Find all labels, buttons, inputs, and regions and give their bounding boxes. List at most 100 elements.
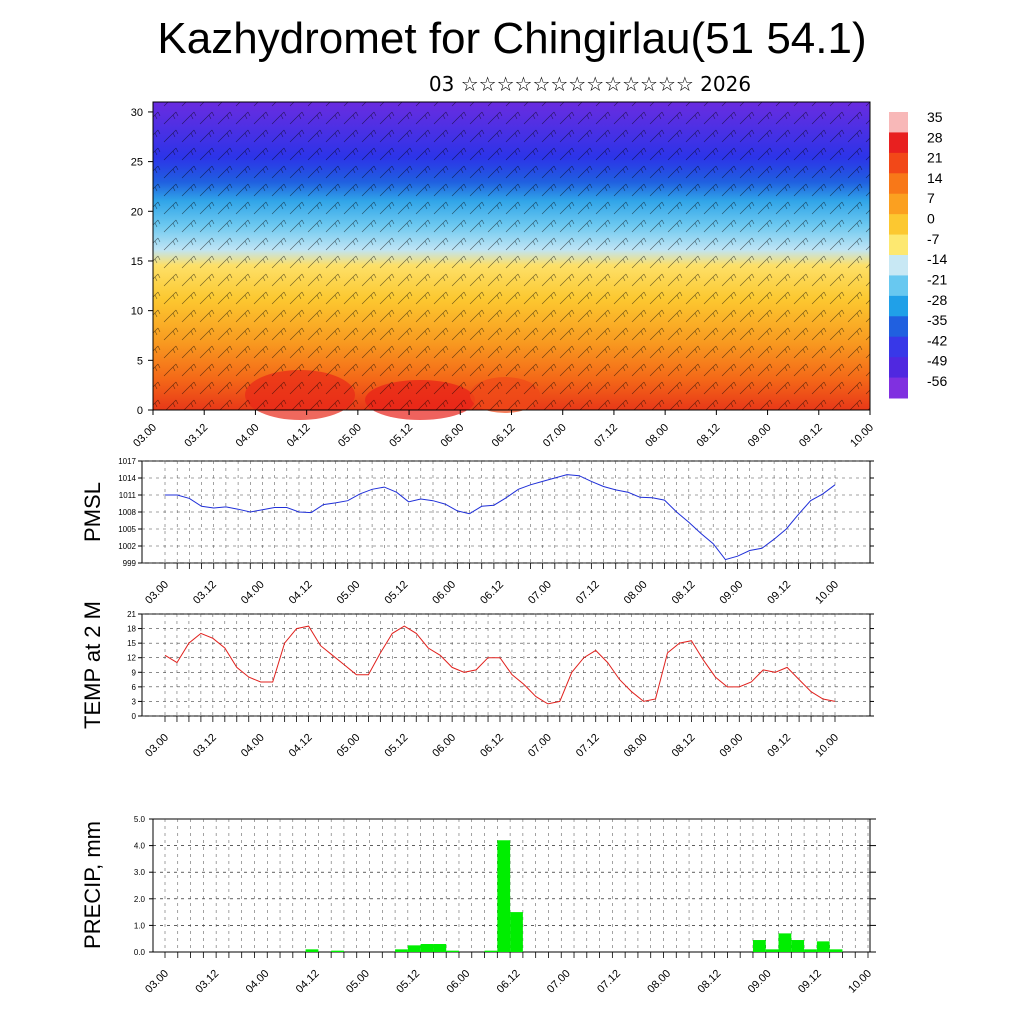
- precip-bar: [395, 949, 408, 952]
- x-tick-label: 03.12: [182, 422, 210, 450]
- precip-bar: [331, 950, 344, 952]
- colorbar-swatch: [889, 214, 908, 236]
- precip-bar: [816, 941, 830, 952]
- x-tick-label: 06.12: [490, 422, 518, 450]
- x-tick-label: 10.00: [848, 422, 876, 450]
- x-tick-label: 03.12: [193, 968, 221, 996]
- precip-panel: 0.0 1.0 2.0 3.0 4.0 5.0 03.00 03.12 04.00 04.12 05…: [80, 815, 876, 996]
- x-tick-label: 09.12: [765, 732, 793, 760]
- y-axis-label: PRECIP, mm: [80, 821, 105, 949]
- precip-bar: [420, 944, 434, 952]
- precip-bar: [497, 840, 511, 952]
- colorbar-label: 14: [927, 170, 943, 186]
- x-tick-label: 10.00: [846, 968, 874, 996]
- colorbar: 35 28 21 14 7 0 -7 -14 -21 -28 -35 -42 -49 -56: [889, 109, 947, 399]
- cross-section-panel: 0 5 10 15 20 25 30 03.00 03.12 04.00 04.12 05.00 05.…: [131, 101, 876, 450]
- colorbar-label: -14: [927, 251, 947, 267]
- x-tick-label: 03.00: [143, 968, 171, 996]
- x-tick-label: 07.12: [592, 422, 620, 450]
- colorbar-label: -56: [927, 373, 947, 389]
- y-axis-label: TEMP at 2 M: [80, 601, 105, 729]
- y-tick-label: 1014: [118, 474, 136, 483]
- x-tick-label: 06.12: [478, 732, 506, 760]
- x-tick-label: 04.00: [244, 968, 272, 996]
- y-tick-label: 15: [127, 639, 136, 648]
- y-axis-label: PMSL: [80, 482, 105, 542]
- x-tick-label: 06.00: [430, 579, 458, 607]
- precip-bar: [484, 950, 498, 952]
- x-tick-label: 04.12: [294, 968, 322, 996]
- x-tick-label: 09.00: [746, 422, 774, 450]
- x-tick-label: 10.00: [813, 579, 841, 607]
- x-tick-label: 10.00: [813, 732, 841, 760]
- y-tick-label: 999: [123, 559, 137, 568]
- precip-bar: [765, 949, 779, 952]
- x-tick-label: 06.00: [430, 732, 458, 760]
- colorbar-label: -7: [927, 231, 940, 247]
- x-tick-label: 07.12: [574, 732, 602, 760]
- colorbar-label: -28: [927, 292, 947, 308]
- precip-bar: [804, 949, 817, 952]
- y-tick-label: 20: [131, 206, 143, 218]
- colorbar-swatch: [889, 152, 908, 174]
- x-tick-label: 09.12: [765, 579, 793, 607]
- colorbar-label: 21: [927, 150, 943, 166]
- y-tick-label: 1002: [118, 542, 136, 551]
- x-tick-label: 08.12: [695, 422, 723, 450]
- panel-frame: [141, 613, 871, 717]
- x-tick-label: 04.12: [287, 579, 315, 607]
- precip-bar: [407, 945, 421, 952]
- colorbar-swatch: [889, 112, 908, 133]
- x-tick-label: 05.12: [394, 968, 422, 996]
- colorbar-label: -35: [927, 312, 947, 328]
- y-tick-label: 1.0: [134, 921, 146, 930]
- x-tick-label: 08.00: [622, 579, 650, 607]
- precip-bar: [446, 950, 459, 952]
- y-tick-label: 4.0: [134, 842, 146, 851]
- x-tick-label: 05.00: [335, 732, 363, 760]
- x-tick-label: 09.12: [796, 968, 824, 996]
- y-tick-label: 3.0: [134, 868, 146, 877]
- x-tick-label: 07.00: [526, 732, 554, 760]
- colorbar-label: -21: [927, 271, 947, 287]
- y-tick-label: 0: [137, 405, 143, 417]
- colorbar-swatch: [889, 255, 908, 276]
- y-tick-label: 10: [131, 306, 143, 318]
- series-line: [165, 474, 836, 561]
- colorbar-label: -49: [927, 353, 947, 369]
- colorbar-label: -42: [927, 332, 947, 348]
- precip-bar: [752, 940, 766, 952]
- x-tick-label: 04.12: [285, 422, 313, 450]
- precip-bar: [305, 949, 319, 952]
- y-tick-label: 25: [131, 157, 143, 169]
- x-tick-label: 05.12: [382, 732, 410, 760]
- x-tick-label: 08.00: [622, 732, 650, 760]
- y-tick-label: 1005: [118, 525, 136, 534]
- colorbar-label: 7: [927, 190, 935, 206]
- x-tick-label: 03.00: [143, 732, 171, 760]
- colorbar-label: 28: [927, 129, 943, 145]
- precip-bar: [829, 949, 843, 952]
- x-tick-label: 07.12: [574, 579, 602, 607]
- wind-barbs: [153, 102, 870, 410]
- chart-subtitle: 03 ☆☆☆☆☆☆☆☆☆☆☆☆☆ 2026: [428, 72, 752, 96]
- colorbar-swatch: [889, 377, 908, 399]
- x-tick-label: 03.12: [191, 732, 219, 760]
- x-tick-label: 08.00: [643, 422, 671, 450]
- y-tick-label: 21: [127, 610, 136, 619]
- x-tick-label: 06.00: [438, 422, 466, 450]
- x-tick-label: 06.00: [444, 968, 472, 996]
- y-tick-label: 0.0: [134, 948, 146, 957]
- series-line: [164, 625, 836, 705]
- x-tick-label: 08.00: [645, 968, 673, 996]
- colorbar-swatch: [889, 234, 908, 256]
- x-tick-label: 09.12: [797, 422, 825, 450]
- y-tick-label: 12: [127, 654, 136, 663]
- y-tick-label: 1017: [118, 457, 136, 466]
- precip-bar: [433, 944, 447, 952]
- x-tick-label: 06.12: [478, 579, 506, 607]
- y-tick-label: 1008: [118, 508, 136, 517]
- y-tick-label: 2.0: [134, 895, 146, 904]
- colorbar-swatch: [889, 173, 908, 195]
